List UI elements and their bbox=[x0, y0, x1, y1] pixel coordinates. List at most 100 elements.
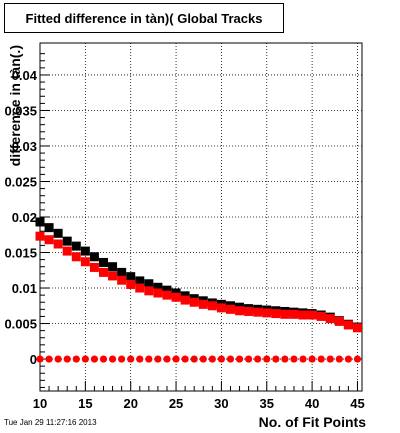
y-tick-label: 0.01 bbox=[12, 281, 37, 296]
data-point-series-1 bbox=[71, 241, 81, 251]
data-point-series-1 bbox=[153, 282, 163, 292]
y-axis-title: difference in tàn(.) bbox=[7, 45, 23, 166]
data-point-series-2 bbox=[80, 257, 90, 267]
data-point-series-3 bbox=[208, 355, 216, 363]
data-point-series-1 bbox=[108, 262, 118, 272]
data-point-series-2 bbox=[271, 309, 281, 319]
data-point-series-1 bbox=[126, 272, 136, 282]
data-point-series-1 bbox=[44, 223, 54, 233]
data-point-series-2 bbox=[189, 297, 199, 307]
data-point-series-2 bbox=[198, 299, 208, 309]
data-point-series-3 bbox=[272, 355, 280, 363]
plot-frame bbox=[39, 42, 363, 392]
data-point-series-3 bbox=[81, 355, 89, 363]
data-point-series-3 bbox=[163, 355, 171, 363]
y-tick-label: 0.04 bbox=[12, 68, 38, 83]
data-point-series-3 bbox=[45, 355, 53, 363]
x-axis-title: No. of Fit Points bbox=[259, 414, 367, 430]
data-point-series-3 bbox=[326, 355, 334, 363]
data-point-series-1 bbox=[135, 276, 145, 286]
x-tick-label: 15 bbox=[78, 396, 92, 411]
data-point-series-3 bbox=[63, 355, 71, 363]
data-point-series-2 bbox=[35, 231, 45, 241]
data-point-series-1 bbox=[117, 267, 127, 277]
data-point-series-2 bbox=[180, 295, 190, 305]
x-tick-label: 40 bbox=[305, 396, 319, 411]
data-point-series-2 bbox=[262, 308, 272, 318]
data-point-series-2 bbox=[135, 283, 145, 293]
data-point-series-2 bbox=[153, 288, 163, 298]
y-tick-label: 0.025 bbox=[4, 174, 37, 189]
x-tick-label: 35 bbox=[260, 396, 274, 411]
data-point-series-3 bbox=[127, 355, 135, 363]
chart-title-box: Fitted difference in tàn)( Global Tracks bbox=[4, 3, 284, 33]
data-point-series-3 bbox=[263, 355, 271, 363]
data-point-series-3 bbox=[344, 355, 352, 363]
data-point-series-1 bbox=[144, 279, 154, 289]
data-point-series-3 bbox=[335, 355, 343, 363]
x-tick-label: 10 bbox=[33, 396, 47, 411]
data-point-series-3 bbox=[154, 355, 162, 363]
data-point-series-3 bbox=[317, 355, 325, 363]
data-point-series-3 bbox=[199, 355, 207, 363]
data-point-series-2 bbox=[144, 286, 154, 296]
y-tick-label: 0 bbox=[30, 352, 37, 367]
data-point-series-3 bbox=[245, 355, 253, 363]
data-point-series-2 bbox=[343, 320, 353, 330]
x-tick-label: 25 bbox=[169, 396, 183, 411]
data-point-series-2 bbox=[352, 323, 362, 333]
data-point-series-2 bbox=[71, 252, 81, 262]
grid-lines bbox=[39, 43, 362, 391]
chart-title: Fitted difference in tàn)( Global Tracks bbox=[25, 11, 263, 26]
data-point-series-3 bbox=[72, 355, 80, 363]
data-point-series-3 bbox=[235, 355, 244, 363]
data-point-series-2 bbox=[307, 310, 317, 320]
data-point-series-3 bbox=[145, 355, 153, 363]
data-point-series-2 bbox=[108, 271, 118, 281]
data-point-series-2 bbox=[325, 314, 335, 324]
data-point-series-1 bbox=[35, 217, 45, 227]
data-point-series-2 bbox=[289, 309, 299, 319]
data-point-series-1 bbox=[53, 228, 63, 238]
y-tick-label: 0.02 bbox=[12, 210, 37, 225]
y-tick-label: 0.005 bbox=[4, 317, 37, 332]
data-point-series-3 bbox=[54, 355, 62, 363]
data-point-series-3 bbox=[226, 355, 235, 363]
x-tick-label: 30 bbox=[214, 396, 228, 411]
data-point-series-2 bbox=[225, 304, 235, 314]
y-tick-label: 0.03 bbox=[12, 139, 37, 154]
x-tick-label: 20 bbox=[123, 396, 137, 411]
data-point-series-3 bbox=[217, 355, 226, 363]
data-point-series-3 bbox=[172, 355, 180, 363]
data-point-series-2 bbox=[62, 246, 72, 256]
data-point-series-3 bbox=[299, 355, 307, 363]
data-point-series-3 bbox=[190, 355, 198, 363]
data-point-series-2 bbox=[244, 306, 254, 316]
data-point-series-2 bbox=[117, 275, 127, 285]
data-point-series-3 bbox=[36, 355, 44, 363]
data-point-series-2 bbox=[207, 301, 217, 311]
data-point-series-3 bbox=[254, 355, 262, 363]
data-point-series-3 bbox=[181, 355, 189, 363]
data-point-series-1 bbox=[62, 236, 72, 246]
data-point-series-3 bbox=[90, 355, 99, 363]
data-point-series-1 bbox=[98, 257, 108, 267]
data-point-series-1 bbox=[89, 252, 99, 262]
data-point-series-3 bbox=[108, 355, 117, 363]
data-point-series-1 bbox=[162, 285, 172, 295]
y-tick-label: 0.015 bbox=[4, 246, 37, 261]
data-point-series-2 bbox=[280, 309, 290, 319]
data-point-series-2 bbox=[44, 235, 54, 245]
data-marks bbox=[35, 217, 362, 363]
data-point-series-2 bbox=[171, 292, 181, 302]
data-point-series-3 bbox=[281, 355, 289, 363]
data-point-series-3 bbox=[353, 355, 362, 363]
data-point-series-3 bbox=[118, 355, 126, 363]
data-point-series-2 bbox=[162, 290, 172, 300]
x-tick-label: 45 bbox=[350, 396, 364, 411]
data-point-series-2 bbox=[216, 303, 226, 313]
data-point-series-2 bbox=[334, 316, 344, 326]
data-point-series-2 bbox=[89, 262, 99, 272]
data-point-series-2 bbox=[98, 267, 108, 277]
